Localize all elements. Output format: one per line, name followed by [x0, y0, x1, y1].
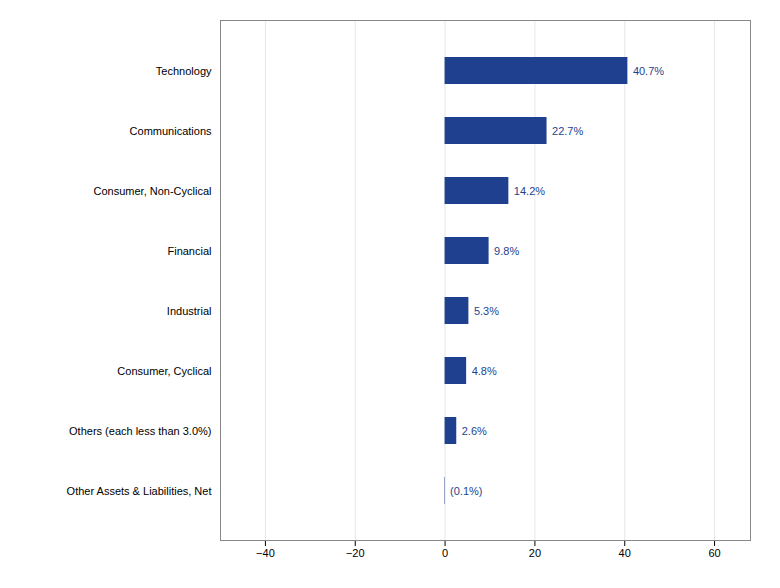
svg-text:Consumer, Cyclical: Consumer, Cyclical [117, 365, 211, 377]
svg-text:−40: −40 [256, 547, 275, 559]
svg-text:40.7%: 40.7% [633, 65, 664, 77]
svg-text:9.8%: 9.8% [494, 245, 519, 257]
svg-text:Industrial: Industrial [167, 305, 212, 317]
svg-text:40: 40 [619, 547, 631, 559]
svg-text:4.8%: 4.8% [472, 365, 497, 377]
svg-text:2.6%: 2.6% [462, 425, 487, 437]
svg-text:Other Assets & Liabilities, Ne: Other Assets & Liabilities, Net [67, 485, 212, 497]
svg-text:5.3%: 5.3% [474, 305, 499, 317]
svg-text:0: 0 [442, 547, 448, 559]
svg-text:Consumer, Non-Cyclical: Consumer, Non-Cyclical [94, 185, 212, 197]
svg-text:20: 20 [529, 547, 541, 559]
svg-text:Others (each less than 3.0%): Others (each less than 3.0%) [69, 425, 211, 437]
svg-text:22.7%: 22.7% [552, 125, 583, 137]
svg-text:Communications: Communications [130, 125, 212, 137]
svg-text:Technology: Technology [156, 65, 212, 77]
svg-text:Financial: Financial [167, 245, 211, 257]
svg-text:14.2%: 14.2% [514, 185, 545, 197]
svg-text:(0.1%): (0.1%) [450, 485, 482, 497]
svg-text:−20: −20 [346, 547, 365, 559]
svg-text:60: 60 [708, 547, 720, 559]
